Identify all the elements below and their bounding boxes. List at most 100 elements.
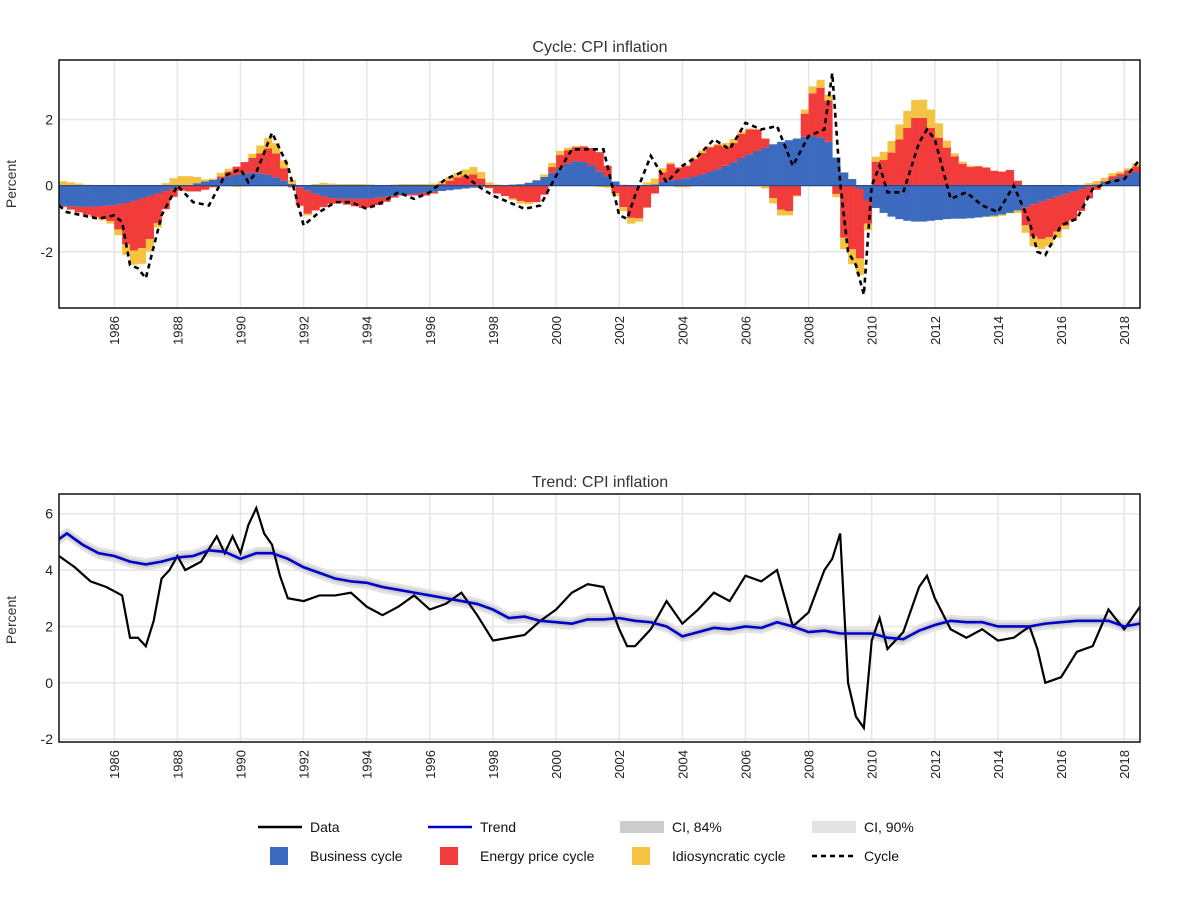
- business-cycle-bar: [74, 185, 83, 207]
- idiosyncratic-cycle-bar: [800, 109, 809, 114]
- idiosyncratic-cycle-bar: [571, 145, 581, 148]
- trend-tick-labels: 1986 1988 1990 1992 1994 1996 1998 2000 2002 2004…: [41, 506, 1133, 779]
- legend-label-energy-price-cycle: Energy price cycle: [480, 848, 595, 864]
- business-cycle-bar: [1116, 176, 1125, 186]
- business-cycle-bar: [682, 178, 691, 186]
- idiosyncratic-cycle-bar: [997, 214, 1007, 216]
- energy-price-cycle-bar: [161, 191, 170, 210]
- business-cycle-bar: [1108, 179, 1117, 186]
- energy-price-cycle-bar: [1108, 176, 1117, 180]
- business-cycle-bar: [366, 185, 375, 199]
- idiosyncratic-cycle-bar: [855, 258, 865, 275]
- cycle-x-tick-label: 1986: [107, 316, 122, 345]
- trend-chart-panel: Trend: CPI inflation Percent 1986 1988 199…: [3, 474, 1141, 779]
- trend-y-tick-label: 0: [45, 675, 53, 691]
- business-cycle-bar: [761, 147, 770, 186]
- business-cycle-bar: [911, 185, 920, 222]
- cycle-x-tick-label: 2018: [1117, 316, 1132, 345]
- idiosyncratic-cycle-bar: [603, 185, 612, 188]
- energy-price-cycle-bar: [264, 148, 273, 175]
- cycle-x-tick-label: 1998: [486, 316, 501, 345]
- business-cycle-bar: [1045, 185, 1054, 200]
- business-cycle-bar: [895, 185, 904, 220]
- idiosyncratic-cycle-bar: [666, 162, 675, 165]
- energy-price-cycle-bar: [784, 185, 794, 212]
- idiosyncratic-cycle-bar: [248, 153, 257, 158]
- idiosyncratic-cycle-bar: [784, 211, 794, 216]
- business-cycle-bar: [658, 181, 667, 186]
- business-cycle-bar: [745, 154, 754, 186]
- energy-price-cycle-bar: [169, 188, 178, 197]
- cycle-dashed-line: [58, 73, 1142, 296]
- energy-price-cycle-bar: [556, 155, 565, 169]
- cycle-x-tick-label: 2004: [675, 316, 690, 345]
- trend-x-tick-label: 1986: [107, 750, 122, 779]
- energy-price-cycle-bar: [548, 167, 557, 173]
- energy-price-cycle-bar: [500, 185, 510, 196]
- idiosyncratic-cycle-bar: [429, 183, 439, 186]
- energy-price-cycle-bar: [130, 200, 139, 251]
- idiosyncratic-cycle-bar: [256, 145, 265, 154]
- cycle-chart-title: Cycle: CPI inflation: [532, 39, 667, 56]
- idiosyncratic-cycle-bar: [311, 184, 320, 186]
- energy-price-cycle-bar: [1037, 201, 1046, 239]
- business-cycle-bar: [832, 157, 841, 186]
- idiosyncratic-cycle-bar: [524, 202, 533, 205]
- business-cycle-bar: [1068, 185, 1078, 192]
- energy-price-cycle-bar: [366, 198, 375, 208]
- energy-price-cycle-bar: [122, 203, 131, 245]
- business-cycle-bar: [208, 179, 218, 186]
- energy-price-cycle-bar: [934, 137, 944, 186]
- idiosyncratic-cycle-bar: [1116, 171, 1125, 174]
- energy-price-cycle-bar: [666, 164, 675, 181]
- idiosyncratic-cycle-bar: [319, 182, 328, 186]
- legend-label-idiosyncratic-cycle: Idiosyncratic cycle: [672, 848, 786, 864]
- business-cycle-bar: [469, 185, 478, 188]
- business-cycle-bar: [563, 163, 573, 186]
- energy-price-cycle-bar: [185, 185, 194, 192]
- energy-price-cycle-bar: [926, 127, 936, 186]
- idiosyncratic-cycle-bar: [169, 178, 178, 186]
- idiosyncratic-cycle-bar: [832, 193, 841, 198]
- business-cycle-bar: [942, 185, 951, 220]
- business-cycle-bar: [137, 185, 147, 199]
- idiosyncratic-cycle-bar: [871, 156, 880, 162]
- energy-price-cycle-bar: [524, 185, 533, 203]
- energy-price-cycle-bar: [635, 186, 644, 219]
- energy-price-cycle-bar: [571, 147, 581, 162]
- business-cycle-bar: [753, 150, 762, 186]
- legend-swatch-ci-90: [812, 821, 856, 833]
- energy-price-cycle-bar: [563, 150, 573, 164]
- idiosyncratic-cycle-bar: [130, 250, 139, 265]
- business-cycle-bar: [295, 185, 304, 188]
- energy-price-cycle-bar: [240, 162, 249, 174]
- business-cycle-bar: [863, 185, 873, 201]
- idiosyncratic-cycle-bar: [1045, 237, 1054, 246]
- energy-price-cycle-bar: [753, 129, 762, 151]
- trend-x-tick-label: 2006: [738, 750, 753, 779]
- business-cycle-bar: [279, 180, 289, 186]
- business-cycle-bar: [350, 185, 360, 199]
- business-cycle-bar: [1100, 181, 1109, 186]
- idiosyncratic-cycle-bar: [887, 141, 896, 153]
- idiosyncratic-cycle-bar: [706, 146, 715, 148]
- energy-price-cycle-bar: [193, 185, 202, 192]
- business-cycle-bar: [840, 172, 849, 186]
- energy-price-cycle-bar: [942, 147, 951, 186]
- idiosyncratic-cycle-bar: [492, 184, 502, 186]
- energy-price-cycle-bar: [414, 193, 423, 196]
- idiosyncratic-cycle-bar: [485, 182, 494, 186]
- business-cycle-bar: [871, 185, 880, 208]
- idiosyncratic-cycle-bar: [327, 183, 336, 186]
- energy-price-cycle-bar: [966, 167, 975, 186]
- idiosyncratic-cycle-bar: [201, 179, 210, 182]
- idiosyncratic-cycle-bar: [161, 183, 170, 186]
- energy-price-cycle-bar: [437, 184, 446, 186]
- energy-price-cycle-bar: [137, 198, 147, 249]
- idiosyncratic-cycle-bar: [650, 178, 659, 185]
- energy-price-cycle-bar: [848, 185, 857, 250]
- energy-price-cycle-bar: [587, 148, 596, 166]
- energy-price-cycle-bar: [579, 146, 588, 163]
- idiosyncratic-cycle-bar: [1100, 177, 1109, 182]
- energy-price-cycle-bar: [1076, 189, 1086, 211]
